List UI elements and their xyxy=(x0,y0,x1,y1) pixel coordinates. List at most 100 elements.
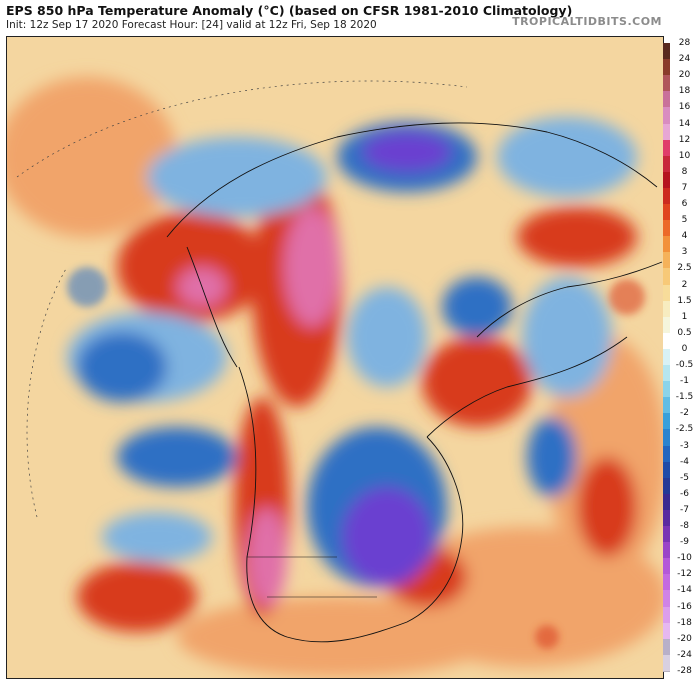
cold-region-north xyxy=(147,137,327,217)
colorbar-tick-label: 5 xyxy=(681,215,688,226)
warm-anomaly-siberia xyxy=(117,212,267,322)
colorbar-tick-label: 0.5 xyxy=(677,327,692,338)
extreme-warm-arctic xyxy=(284,207,340,327)
colorbar-legend: 28 24 20 18 16 14 12 10 8 7 6 5 4 3 2.5 2 1.5 1 0.5 0 -0.5 -1… xyxy=(663,36,697,677)
colorbar-tick-label: -9 xyxy=(680,537,689,548)
colorbar-swatch xyxy=(663,654,670,672)
colorbar-swatch xyxy=(663,397,670,415)
warm-spot-east xyxy=(609,279,645,315)
anomaly-map xyxy=(6,36,664,679)
colorbar-tick-label: 2 xyxy=(681,279,688,290)
colorbar-swatch xyxy=(663,43,670,61)
colorbar-swatch xyxy=(663,574,670,592)
colorbar-swatch xyxy=(663,123,670,141)
colorbar-tick-label: -12 xyxy=(677,569,692,580)
colorbar-swatch xyxy=(663,171,670,189)
colorbar-swatch xyxy=(663,638,670,656)
colorbar-tick-label: -5 xyxy=(680,472,689,483)
colorbar-swatch xyxy=(663,606,670,624)
colorbar-tick-label: -4 xyxy=(680,456,689,467)
cold-anomaly-pacific xyxy=(77,332,167,402)
colorbar-tick-label: 6 xyxy=(681,199,688,210)
colorbar-swatch xyxy=(663,542,670,560)
colorbar-tick-label: 0 xyxy=(681,343,688,354)
cold-region-gulf-alaska xyxy=(102,512,212,562)
warm-spot-atlantic xyxy=(535,625,559,649)
colorbar-swatch xyxy=(663,622,670,640)
colorbar-tick-label: -2 xyxy=(680,408,689,419)
colorbar-swatch xyxy=(663,91,670,109)
colorbar-swatch xyxy=(663,526,670,544)
central-asia-border xyxy=(476,261,663,338)
colorbar-swatch xyxy=(663,332,670,350)
colorbar-tick-label: 8 xyxy=(681,166,688,177)
extreme-cold-siberia-north xyxy=(362,132,452,172)
cold-anomaly-north-pacific xyxy=(117,427,237,487)
colorbar-tick-label: 24 xyxy=(678,54,691,65)
warm-anomaly-east-asia xyxy=(517,207,637,267)
colorbar-tick-label: -7 xyxy=(680,504,689,515)
anomaly-field xyxy=(7,77,663,677)
colorbar-swatch xyxy=(663,316,670,334)
colorbar-swatch xyxy=(663,413,670,431)
header: EPS 850 hPa Temperature Anomaly (°C) (ba… xyxy=(0,0,700,36)
colorbar-swatch xyxy=(663,590,670,608)
colorbar-tick-label: -14 xyxy=(677,585,692,596)
colorbar-tick-label: 14 xyxy=(678,118,691,129)
colorbar-swatch xyxy=(663,220,670,238)
colorbar-swatch xyxy=(663,348,670,367)
cold-region-central-asia xyxy=(522,277,612,397)
cold-region-pole xyxy=(347,287,427,387)
colorbar-tick-label: -3 xyxy=(680,440,689,451)
colorbar-swatch xyxy=(663,75,670,93)
warm-anomaly-africa xyxy=(577,457,637,557)
colorbar-swatch xyxy=(663,268,670,286)
colorbar-swatch xyxy=(663,300,670,318)
latitude-line xyxy=(16,80,468,178)
colorbar-swatch xyxy=(663,155,670,173)
colorbar-tick-label: 10 xyxy=(678,150,691,161)
colorbar-swatch xyxy=(663,204,670,222)
colorbar-tick-label: 1 xyxy=(681,311,688,322)
latitude-lines xyxy=(16,80,468,518)
cold-anomaly-middle-east xyxy=(527,417,577,497)
colorbar-swatch xyxy=(663,236,670,254)
colorbar-tick-label: 3 xyxy=(681,247,688,258)
map-canvas xyxy=(7,37,663,678)
colorbar-tick-label: 1.5 xyxy=(677,295,692,306)
colorbar-swatch xyxy=(663,252,670,270)
colorbar-swatch xyxy=(663,461,670,479)
warm-region-south xyxy=(177,597,497,677)
colorbar-swatch xyxy=(663,477,670,495)
colorbar-tick-label: 7 xyxy=(681,182,688,193)
colorbar-swatch xyxy=(663,493,670,511)
warm-anomaly-europe xyxy=(422,337,532,427)
colorbar-swatch xyxy=(663,445,670,463)
cold-spot-west xyxy=(67,267,107,307)
colorbar-tick-label: -6 xyxy=(680,488,689,499)
warm-anomaly-pacific-south xyxy=(77,562,197,632)
colorbar-swatch xyxy=(663,187,670,206)
colorbar-swatch xyxy=(663,429,670,447)
colorbar-tick-label: 18 xyxy=(678,86,691,97)
colorbar-tick-label: 2.5 xyxy=(677,263,692,274)
colorbar-tick-label: -2.5 xyxy=(675,424,694,435)
colorbar-tick-label: -18 xyxy=(677,617,692,628)
coastlines xyxy=(166,122,663,643)
colorbar-tick-label: -28 xyxy=(677,666,692,676)
colorbar-tick-label: 16 xyxy=(678,102,691,113)
colorbar-swatch xyxy=(663,284,670,302)
colorbar-tick-label: 12 xyxy=(678,134,691,145)
map-title: EPS 850 hPa Temperature Anomaly (°C) (ba… xyxy=(6,3,573,18)
warm-region-pacific-west xyxy=(7,77,177,237)
colorbar-swatch xyxy=(663,59,670,77)
colorbar-swatch xyxy=(663,381,670,399)
colorbar-tick-label: 4 xyxy=(681,231,688,242)
north-america-coast xyxy=(238,366,464,643)
colorbar-swatch xyxy=(663,509,670,528)
source-watermark: TROPICALTIDBITS.COM xyxy=(512,15,662,28)
cold-anomaly-scandinavia xyxy=(442,277,512,337)
colorbar-swatch xyxy=(663,107,670,125)
bering-coast xyxy=(186,246,238,368)
colorbar-tick-label: -24 xyxy=(677,649,692,660)
